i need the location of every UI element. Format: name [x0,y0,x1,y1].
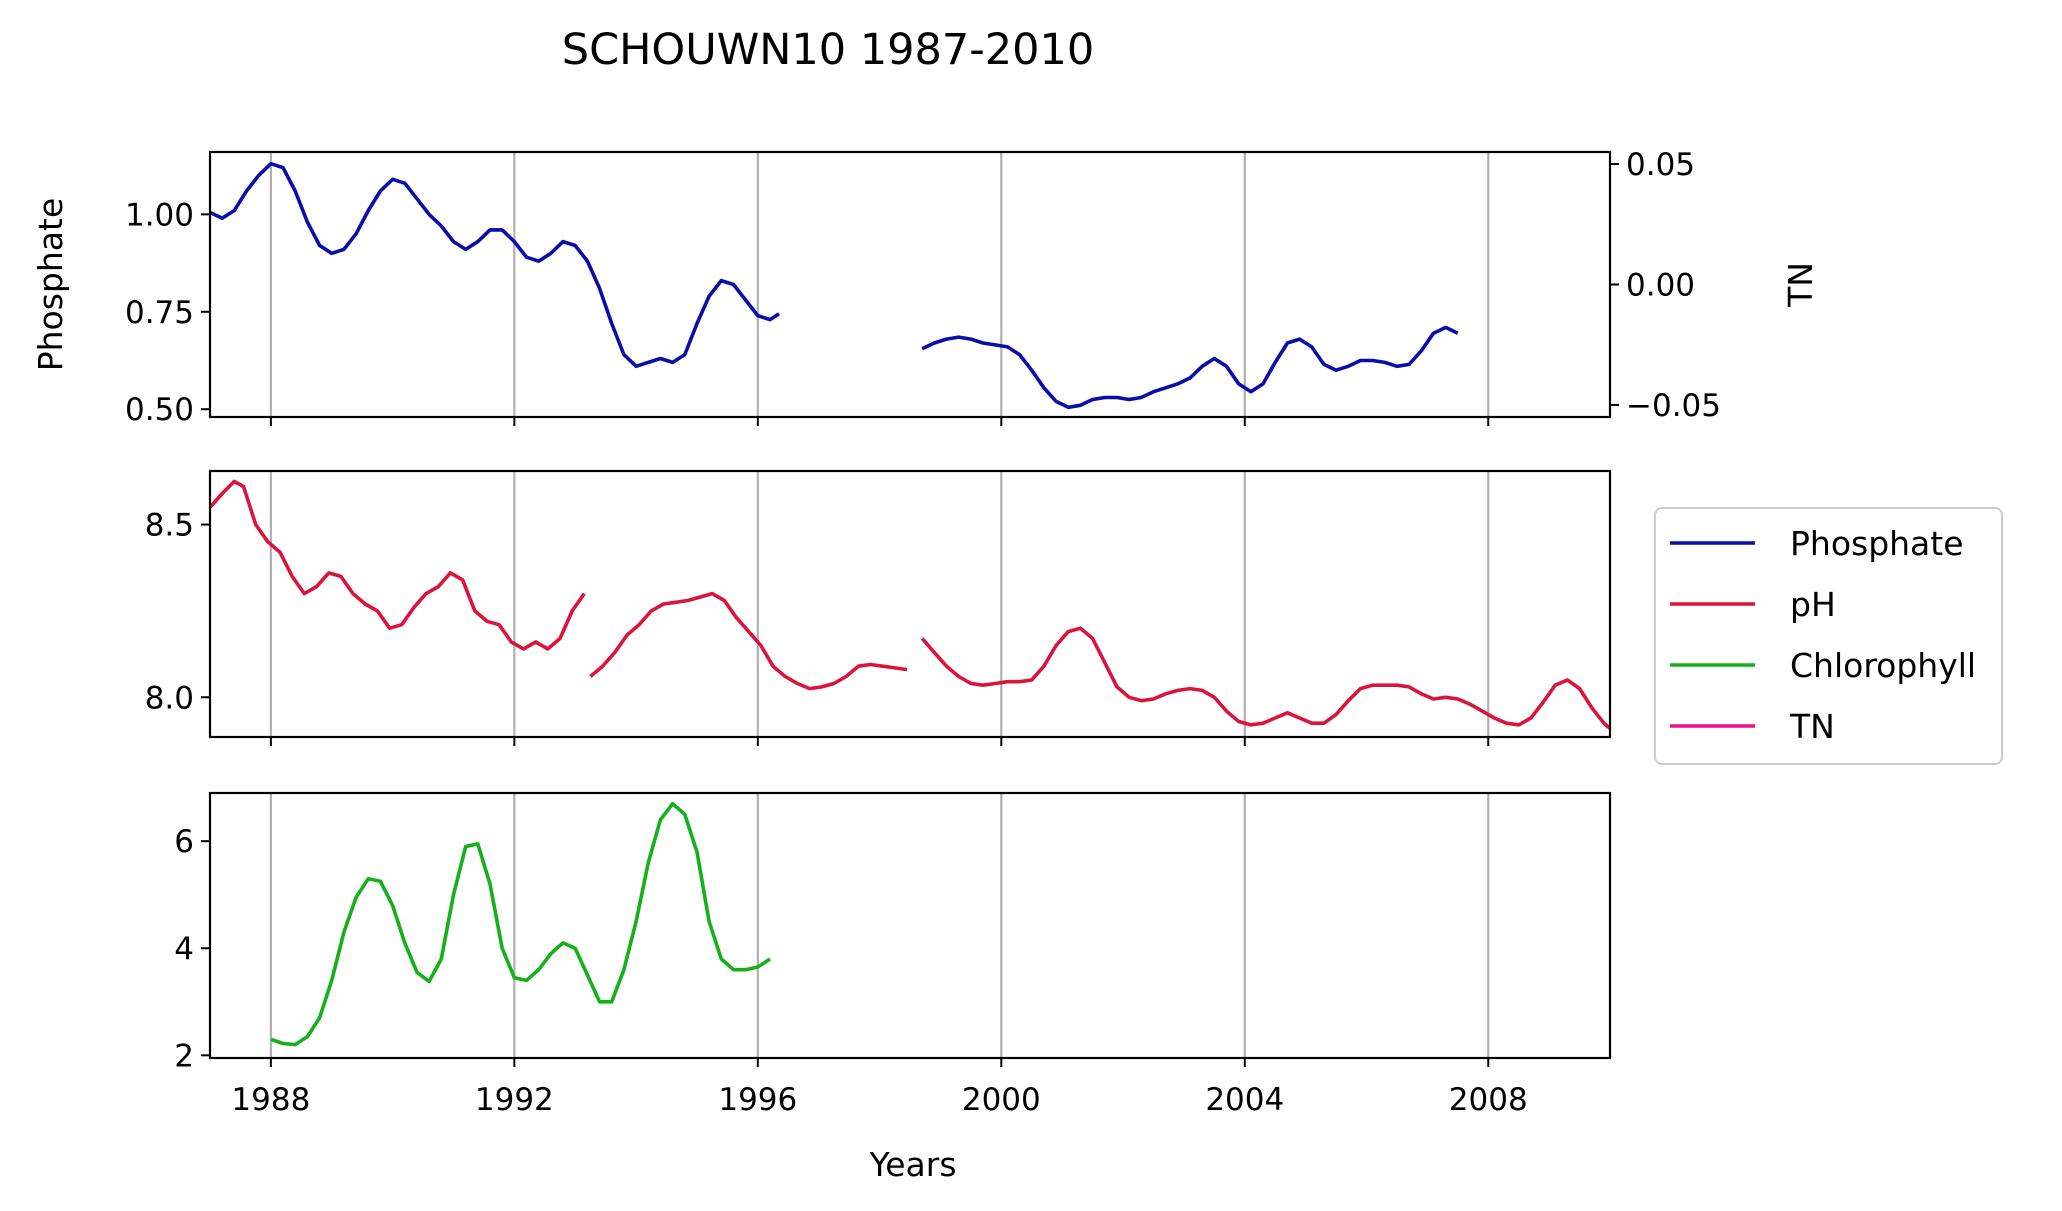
y-tick-label: 4 [174,931,194,967]
legend: Phosphate pH Chlorophyll TN [1654,507,2003,765]
series-chlorophyll [270,801,771,1047]
series-phosphate-line-1 [210,161,781,369]
series-chlorophyll-line-1 [270,801,771,1047]
y-tick-label: 1.00 [125,197,194,233]
right-y-tick-label: 0.05 [1626,147,1695,183]
x-tick-label-1988: 1988 [231,1082,310,1118]
panel-3-frame [208,791,1612,1060]
y-tick-label: 0.75 [125,295,194,331]
x-tick-label-2000: 2000 [962,1082,1041,1118]
legend-label-tn: TN [1789,707,1835,746]
x-axis-label: Years [868,1145,956,1184]
legend-label-ph: pH [1790,585,1836,624]
x-tick-label-2008: 2008 [1449,1082,1528,1118]
x-tick-label-2004: 2004 [1205,1082,1284,1118]
panel-1-frame [208,150,1612,419]
y-tick-label: 8.5 [145,508,194,544]
y-tick-label: 6 [174,824,194,860]
x-tick-label-1992: 1992 [475,1082,554,1118]
right-y-tick-label: 0.00 [1626,268,1695,304]
y-tick-label: 2 [174,1038,194,1074]
panel-1: 0.50 0.75 1.00 Phosphate −0.05 0.00 0.05 TN [31,147,1820,428]
y-tick-label: 0.50 [125,392,194,428]
series-ph-line-3 [920,626,1610,730]
series-phosphate-line-2 [921,325,1459,410]
panel-2: 8.0 8.5 [145,469,1612,746]
y-axis-label-phosphate: Phosphate [31,198,70,372]
panel-3: 2 4 6 1988 1992 1996 2000 2004 2008 [174,791,1612,1118]
series-ph-line-2 [589,591,908,691]
legend-label-phosphate: Phosphate [1790,524,1964,563]
x-tick-label-1996: 1996 [718,1082,797,1118]
legend-label-chlorophyll: Chlorophyll [1790,646,1976,685]
right-y-tick-label: −0.05 [1626,388,1721,424]
panel-2-frame [208,469,1612,739]
series-ph-line-1 [210,479,586,651]
legend-box [1654,507,2003,765]
y-tick-label: 8.0 [145,680,194,716]
right-y-axis-label-tn: TN [1781,262,1820,308]
chart-title: SCHOUWN10 1987-2010 [562,25,1094,75]
series-ph [210,479,1610,730]
series-phosphate [210,161,1459,410]
